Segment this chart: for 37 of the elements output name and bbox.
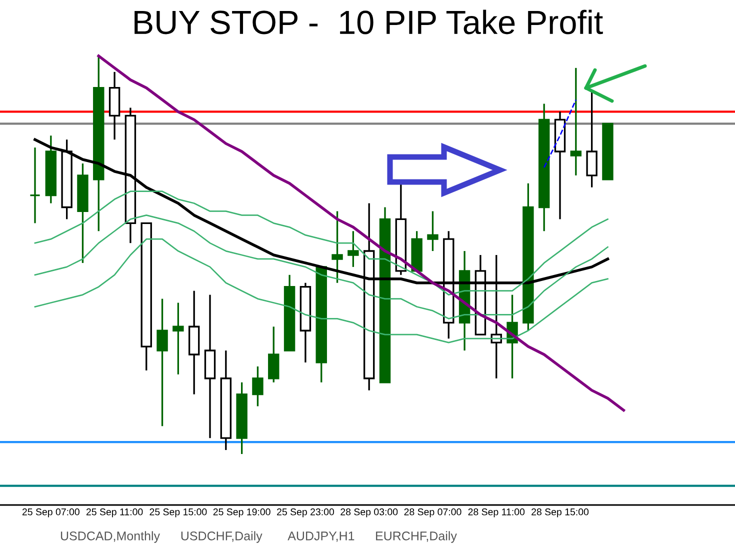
- candlestick: [93, 55, 104, 232]
- x-tick-label: 28 Sep 07:00: [404, 508, 462, 518]
- text: USDCAD,Monthly: [60, 531, 160, 543]
- x-tick-label: 25 Sep 19:00: [213, 508, 270, 518]
- x-tick-label: 25 Sep 15:00: [150, 508, 207, 518]
- candlestick: [284, 274, 296, 352]
- candlestick: [236, 382, 248, 454]
- text: EURCHF,Daily: [376, 531, 457, 543]
- candlestick: [156, 298, 168, 427]
- candlestick: [602, 122, 614, 180]
- text: AUDJPY,H1: [288, 532, 354, 542]
- candlestick: [108, 71, 120, 140]
- candlestick: [554, 110, 566, 220]
- candlestick: [140, 222, 152, 372]
- candlestick: [77, 162, 88, 264]
- x-tick-label: 28 Sep 11:00: [468, 508, 525, 518]
- x-tick-label: 28 Sep 15:00: [532, 508, 589, 518]
- candlestick: [252, 366, 264, 408]
- x-tick-label: 25 Sep 23:00: [277, 508, 334, 518]
- x-tick-label: 25 Sep 07:00: [22, 508, 80, 518]
- candlestick: [204, 294, 216, 439]
- candlestick: [538, 102, 550, 232]
- candlestick: [316, 266, 327, 384]
- candlestick: [172, 302, 184, 376]
- x-tick-label: 28 Sep 03:00: [340, 508, 398, 518]
- candlestick: [379, 206, 391, 384]
- candlestick: [586, 90, 598, 188]
- candlestick: [220, 350, 232, 451]
- text: USDCHF,Daily: [181, 531, 262, 543]
- candlestick: [188, 290, 200, 396]
- x-tick-label: 25 Sep 11:00: [86, 508, 143, 518]
- chart-title: BUY STOP - 10 PIP Take Profit: [134, 10, 603, 34]
- candlestick: [570, 67, 582, 176]
- candlestick: [29, 146, 41, 224]
- candlestick: [348, 230, 359, 268]
- candlestick: [332, 210, 343, 284]
- candlestick: [427, 210, 438, 252]
